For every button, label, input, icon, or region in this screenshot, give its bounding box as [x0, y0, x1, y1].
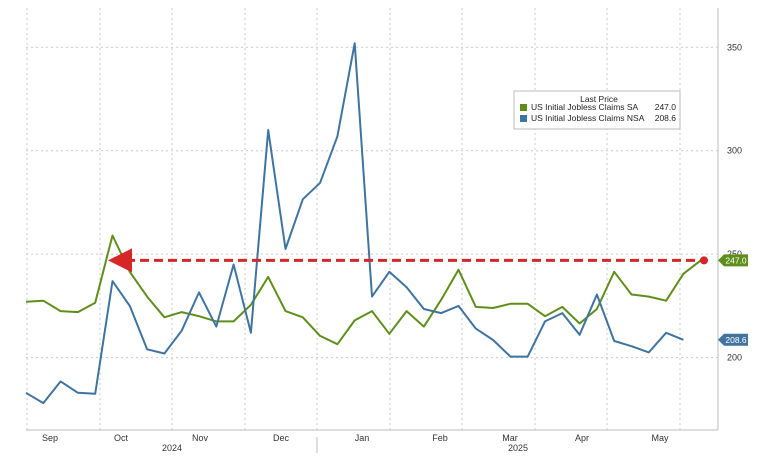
x-tick-label: Dec [273, 433, 290, 443]
y-tick-label: 250 [727, 249, 742, 259]
badge-shape [718, 333, 748, 346]
legend-swatch [520, 115, 527, 122]
x-tick-label: Jan [355, 433, 370, 443]
last-value-badges: 247.0 208.6 [718, 254, 748, 346]
x-tick-label: Feb [432, 433, 448, 443]
last-value-badge: 247.0 [718, 254, 748, 267]
reference-line-endpoint [700, 256, 708, 265]
series-line-nsa [25, 42, 684, 405]
x-year-label: 2025 [508, 443, 528, 453]
grid-layer [26, 8, 718, 430]
legend-last-value: 208.6 [655, 113, 677, 123]
badge-label: 247.0 [725, 255, 747, 265]
x-tick-label: Mar [502, 433, 518, 443]
legend-last-value: 247.0 [655, 102, 677, 112]
y-tick-label: 350 [727, 42, 742, 52]
reference-line-layer [108, 248, 708, 273]
legend-series-name: US Initial Jobless Claims NSA [531, 113, 645, 123]
x-tick-label: Oct [114, 433, 129, 443]
y-tick-label: 200 [727, 353, 742, 363]
x-tick-label: May [651, 433, 669, 443]
axis-layer: 200 250 300 350 Sep Oct Nov Dec Jan Feb Mar Apr May 2… [26, 8, 742, 453]
series-line-sa [25, 234, 702, 346]
series-layer [25, 42, 702, 405]
badge-shape [718, 254, 748, 267]
x-tick-label: Sep [42, 433, 58, 443]
legend-box [513, 90, 681, 130]
x-tick-label: Apr [575, 433, 589, 443]
last-value-badge: 208.6 [718, 333, 748, 346]
y-tick-label: 300 [727, 146, 742, 156]
x-tick-label: Nov [192, 433, 209, 443]
badge-label: 208.6 [725, 335, 747, 345]
legend-title: Last Price [580, 94, 618, 104]
x-year-label: 2024 [162, 443, 182, 453]
legend-swatch [520, 104, 527, 111]
legend-series-name: US Initial Jobless Claims SA [531, 102, 639, 112]
